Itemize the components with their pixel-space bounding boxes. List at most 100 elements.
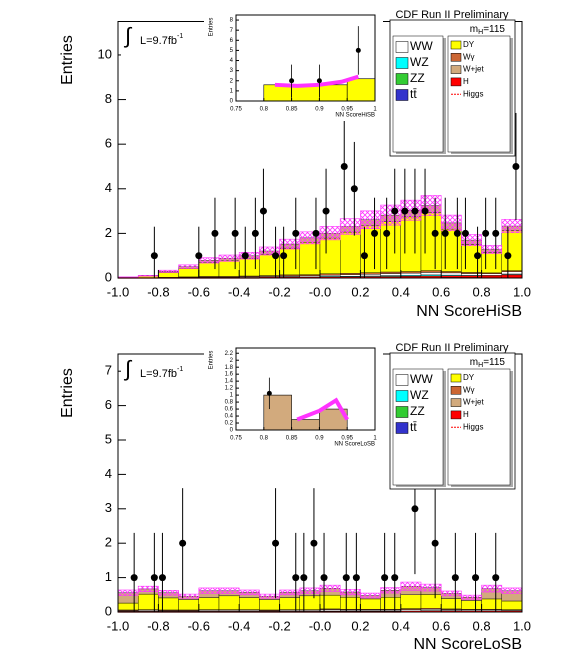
systematic-band [178,264,200,269]
data-point [251,229,259,237]
mass-label: mH=115 [470,24,506,36]
lumi-text: L=9.7fb [140,368,177,380]
x-tick-label: -0.8 [147,618,169,633]
lumi-box [121,23,181,58]
y-tick-label: 1.2 [225,386,234,392]
x-tick-label: -1.0 [107,284,129,299]
data-point [411,207,419,215]
legend-label: Wγ [463,385,475,394]
legend-swatch [450,53,462,62]
x-tick-label: 0.6 [432,284,450,299]
histogram-bar [340,597,361,610]
data-point [266,390,272,396]
data-point [512,162,520,170]
x-tick-label: 0.75 [230,436,242,442]
y-tick-label: 4 [105,466,112,481]
systematic-band [420,583,442,592]
histogram-bar [158,272,179,278]
x-tick-label: -0.4 [228,284,250,299]
y-tick-label: 8 [105,91,112,106]
data-point [280,252,288,260]
y-tick-label: 0 [105,603,112,618]
x-tick-label: -0.2 [268,618,290,633]
histogram-bar [441,272,462,276]
y-tick-label: 0.2 [225,421,234,427]
y-tick-label: 2 [230,78,234,84]
histogram-bar [340,273,361,275]
histogram-bar [360,272,381,275]
data-point [451,574,459,582]
lumi-box [121,356,181,391]
histogram-bar [137,593,159,610]
inset-x-title: NN ScoreHiSB [335,113,375,119]
inset-bar [263,394,292,431]
histogram-bar [400,216,422,272]
histogram-bar [400,271,422,274]
histogram-bar [238,597,260,610]
plot-frame [235,347,376,431]
x-tick-label: -0.4 [228,618,250,633]
legend-swatch [395,73,409,85]
systematic-band [137,585,159,593]
x-tick-label: 1 [373,107,377,113]
x-tick-label: 0.6 [432,618,450,633]
y-tick-label: 1 [105,569,112,584]
histogram-bar [441,271,462,274]
data-point [158,574,166,582]
y-tick-label: 5 [105,431,112,446]
systematic-band [238,589,260,596]
y-tick-label: 3 [105,500,112,515]
legend-label: WW [410,372,433,386]
x-axis-title: NN ScoreLoSB [414,636,523,653]
legend-swatch [450,65,462,74]
lumi-sup: -1 [177,366,183,373]
legend-label: W+jet [463,65,484,74]
legend-label: WW [410,39,433,53]
inset-background [204,342,383,450]
x-tick-label: 0.2 [351,284,369,299]
data-point [383,229,391,237]
y-tick-label: 1 [230,88,234,94]
legend-label: tt̄ [410,420,417,434]
histogram-bar [218,595,240,610]
y-tick-label: 1.4 [225,379,234,385]
legend-swatch [450,398,462,407]
x-tick-label: 0.85 [286,107,298,113]
systematic-band [198,587,220,594]
legend-swatch [395,89,409,101]
data-point [352,574,360,582]
data-point [381,574,389,582]
systematic-band [218,254,240,262]
histogram-bar [380,271,402,274]
mass-main: m [470,357,478,368]
histogram-bar [319,237,341,274]
systematic-band [319,226,341,241]
histogram-bar [501,271,523,275]
histogram-bar [198,262,220,277]
systematic-band [360,592,381,599]
x-tick-label: -0.0 [309,284,331,299]
histogram-bar [299,595,321,610]
y-tick-label: 0 [230,428,234,434]
chart-title: CDF Run II Preliminary [395,9,509,21]
chart-title: CDF Run II Preliminary [395,342,509,354]
histogram-bar [198,597,220,610]
histogram-bar [420,270,442,273]
x-tick-label: 0.9 [315,436,324,442]
y-tick-label: 6 [230,38,234,44]
x-tick-label: 0.2 [351,618,369,633]
lumi-label: L=9.7fb-1 [140,33,183,47]
data-point [342,574,350,582]
data-point [431,229,439,237]
systematic-band [440,214,462,232]
inset-x-title: NN ScoreLoSB [334,442,375,448]
data-point [472,574,480,582]
histogram-bar [420,212,442,271]
data-point [391,574,399,582]
systematic-band [461,234,482,246]
mass-rest: =115 [483,24,505,35]
y-tick-label: 0.6 [225,407,234,413]
systematic-band [501,587,523,594]
x-tick-label: 1 [373,436,377,442]
